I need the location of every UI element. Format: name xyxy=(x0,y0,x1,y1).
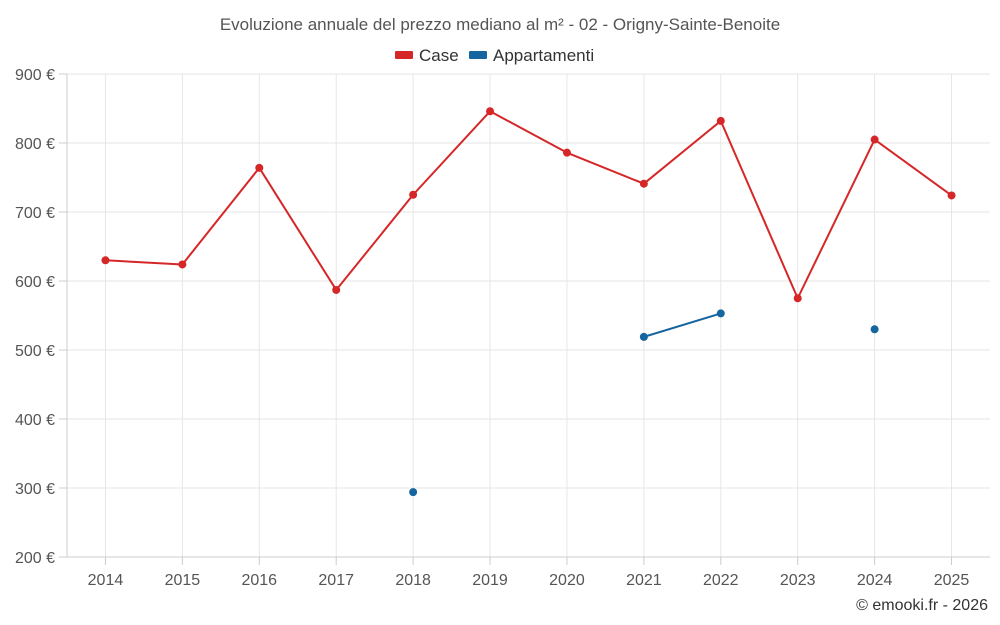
y-axis: 200 € 300 € 400 € 500 € 600 € 700 € 800 € 900 € xyxy=(15,67,68,567)
x-tick-label: 2019 xyxy=(472,572,508,589)
legend-item-appartamenti[interactable]: Appartamenti xyxy=(469,46,594,65)
y-tick-label: 900 € xyxy=(15,67,55,84)
data-point-appartamenti[interactable] xyxy=(409,488,418,497)
series-line-case xyxy=(105,110,953,300)
x-tick-label: 2014 xyxy=(88,572,124,589)
data-point-case[interactable] xyxy=(409,190,418,199)
y-tick-label: 200 € xyxy=(15,550,55,567)
x-tick-label: 2021 xyxy=(626,572,662,589)
data-point-appartamenti[interactable] xyxy=(639,332,648,341)
x-tick-label: 2017 xyxy=(318,572,354,589)
legend: Case Appartamenti xyxy=(395,46,594,65)
legend-swatch-appartamenti xyxy=(469,51,487,59)
x-tick-label: 2020 xyxy=(549,572,585,589)
data-point-case[interactable] xyxy=(562,148,571,157)
data-point-case[interactable] xyxy=(332,285,341,294)
x-tick-label: 2015 xyxy=(165,572,201,589)
data-point-case[interactable] xyxy=(716,116,725,125)
gridlines xyxy=(67,73,990,557)
x-tick-label: 2016 xyxy=(241,572,277,589)
data-point-case[interactable] xyxy=(486,107,495,116)
y-tick-label: 700 € xyxy=(15,205,55,222)
data-point-case[interactable] xyxy=(178,260,187,269)
x-tick-label: 2025 xyxy=(934,572,970,589)
x-tick-label: 2024 xyxy=(857,572,893,589)
series-layer xyxy=(101,107,956,497)
data-point-case[interactable] xyxy=(101,256,110,265)
chart-title: Evoluzione annuale del prezzo mediano al… xyxy=(220,15,780,34)
data-point-appartamenti[interactable] xyxy=(716,309,725,318)
series-line-appartamenti xyxy=(643,312,722,338)
x-tick-label: 2023 xyxy=(780,572,816,589)
data-point-case[interactable] xyxy=(947,191,956,200)
y-tick-label: 500 € xyxy=(15,343,55,360)
data-point-appartamenti[interactable] xyxy=(870,325,879,334)
credit-text: © emooki.fr - 2026 xyxy=(856,597,988,614)
legend-item-case[interactable]: Case xyxy=(395,46,459,65)
y-tick-label: 800 € xyxy=(15,136,55,153)
x-tick-label: 2022 xyxy=(703,572,739,589)
x-axis: 2014 2015 2016 2017 2018 2019 2020 2021 2022 2023… xyxy=(67,556,990,589)
data-point-case[interactable] xyxy=(870,135,879,144)
data-point-case[interactable] xyxy=(255,163,264,172)
legend-label-appartamenti: Appartamenti xyxy=(493,46,594,65)
data-point-case[interactable] xyxy=(793,294,802,303)
legend-label-case: Case xyxy=(419,46,459,65)
legend-swatch-case xyxy=(395,51,413,59)
series-appartamenti xyxy=(409,309,879,497)
y-tick-label: 400 € xyxy=(15,412,55,429)
x-tick-label: 2018 xyxy=(395,572,431,589)
y-tick-label: 300 € xyxy=(15,481,55,498)
series-case xyxy=(101,107,956,303)
data-point-case[interactable] xyxy=(639,179,648,188)
y-tick-label: 600 € xyxy=(15,274,55,291)
